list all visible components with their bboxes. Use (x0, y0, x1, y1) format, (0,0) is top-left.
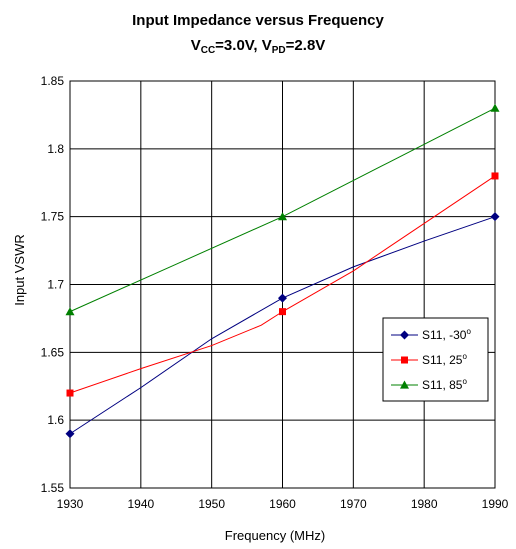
series-0-point (490, 212, 500, 222)
subtitle-vcc: V (191, 37, 201, 54)
y-tick-label: 1.65 (41, 345, 65, 359)
x-tick-label: 1960 (269, 497, 296, 511)
legend-label-superscript: o (462, 377, 467, 386)
chart-title: Input Impedance versus Frequency (132, 12, 384, 29)
plot-border (69, 80, 496, 489)
x-axis-label: Frequency (MHz) (225, 528, 325, 543)
series-1-point (491, 172, 499, 180)
legend-marker-0 (400, 330, 409, 340)
series-1-point (279, 308, 286, 316)
series-markers (65, 103, 500, 439)
x-tick-label: 1950 (198, 497, 225, 511)
legend-label-0: S11, -30o (422, 327, 471, 342)
x-tick-label: 1930 (57, 497, 84, 511)
legend-label-2: S11, 85o (422, 377, 467, 392)
y-tick-label: 1.75 (41, 210, 65, 224)
y-tick-label: 1.7 (47, 278, 64, 292)
x-tick-labels: 1930 1940 1950 1960 1970 1980 1990 (57, 497, 509, 511)
legend-label-text: S11, 25 (422, 353, 463, 367)
x-tick-label: 1970 (340, 497, 367, 511)
series-1-point (66, 389, 74, 397)
y-tick-label: 1.85 (41, 74, 65, 88)
subtitle-vpd-value: =2.8V (286, 37, 326, 54)
series-0-point (65, 429, 75, 439)
x-tick-label: 1940 (127, 497, 154, 511)
legend-label-text: S11, 85 (422, 378, 463, 392)
y-tick-label: 1.8 (47, 142, 64, 156)
y-tick-label: 1.55 (41, 481, 65, 495)
legend-label-superscript: o (466, 327, 471, 336)
series-0-point (278, 293, 287, 303)
series-2-point (65, 307, 75, 316)
subtitle-vcc-value: =3.0V, (215, 37, 262, 54)
subtitle-vpd: V (262, 37, 272, 54)
x-tick-label: 1990 (482, 497, 509, 511)
subtitle-vcc-sub: CC (201, 45, 215, 56)
legend-marker-1 (401, 356, 408, 364)
x-tick-label: 1980 (411, 497, 438, 511)
series-line-1 (69, 175, 496, 394)
y-tick-label: 1.6 (47, 413, 64, 427)
y-tick-labels: 1.55 1.6 1.65 1.7 1.75 1.8 1.85 (41, 74, 65, 495)
legend-label-1: S11, 25o (422, 352, 467, 367)
legend-marker-2 (400, 380, 409, 389)
legend-label-text: S11, -30 (422, 328, 467, 342)
y-axis-label: Input VSWR (12, 234, 27, 306)
chart-subtitle: VCC=3.0V, VPD=2.8V (191, 37, 326, 56)
subtitle-vpd-sub: PD (272, 45, 286, 56)
legend-label-superscript: o (462, 352, 467, 361)
series-2-point (490, 103, 500, 112)
series-2-point (278, 212, 287, 221)
